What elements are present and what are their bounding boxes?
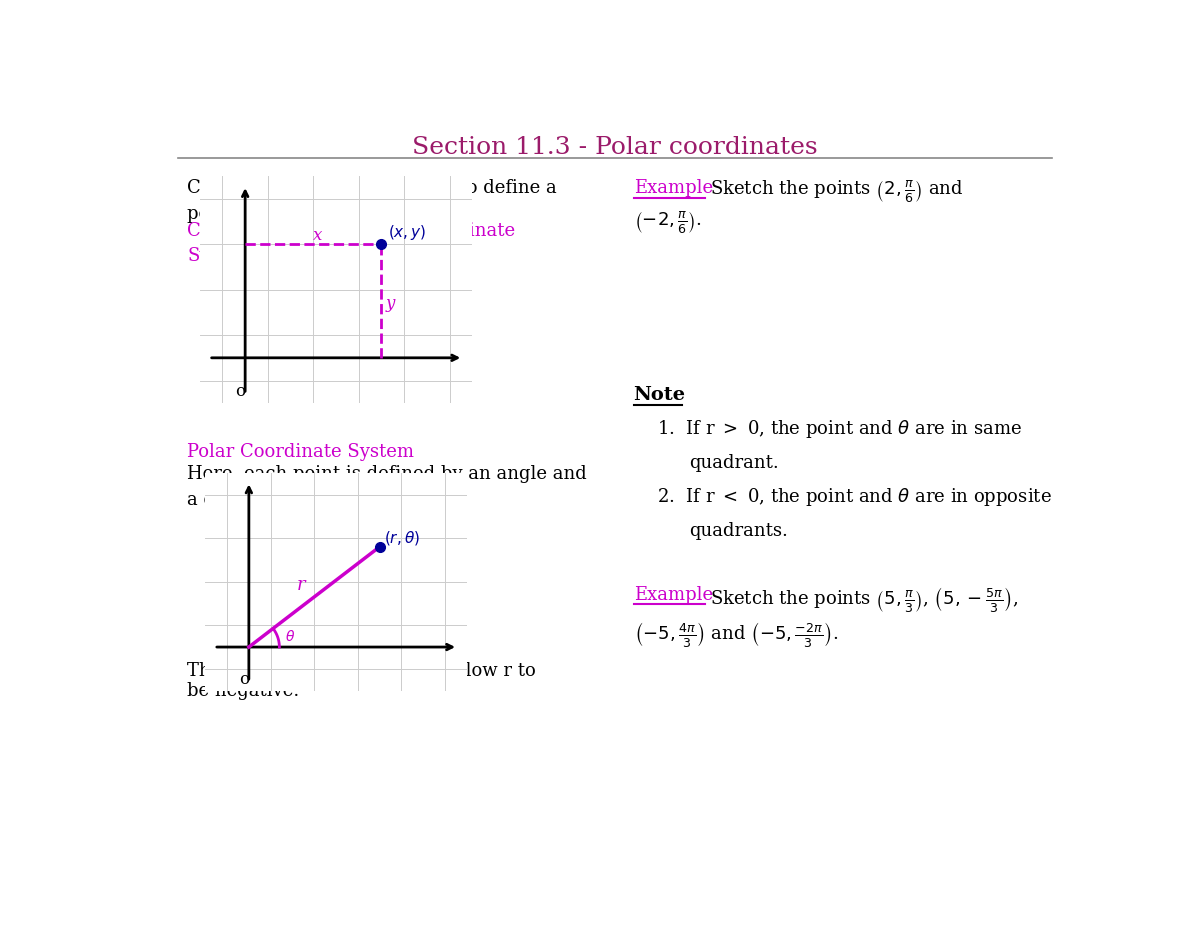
Text: Coordinate systems are ways to define a
point in a vector space.: Coordinate systems are ways to define a … <box>187 179 557 223</box>
Text: $(x,y)$: $(x,y)$ <box>389 223 427 243</box>
Text: r: r <box>296 577 306 594</box>
Text: Note: Note <box>634 386 685 404</box>
Text: quadrant.: quadrant. <box>690 454 779 472</box>
Text: Section 11.3 - Polar coordinates: Section 11.3 - Polar coordinates <box>412 136 818 159</box>
Text: 2.  If r $<$ 0, the point and $\theta$ are in opposite: 2. If r $<$ 0, the point and $\theta$ ar… <box>656 486 1051 508</box>
Text: y: y <box>386 295 395 311</box>
Text: $\left(-5, \frac{4\pi}{3}\right)$ and $\left(-5, \frac{-2\pi}{3}\right)$.: $\left(-5, \frac{4\pi}{3}\right)$ and $\… <box>634 620 838 649</box>
Text: Cartesian (Rectangular) Coordinate
System: Cartesian (Rectangular) Coordinate Syste… <box>187 222 515 265</box>
Text: $(r,\theta)$: $(r,\theta)$ <box>384 529 420 547</box>
Text: pole: pole <box>371 662 409 680</box>
Text: be negative.: be negative. <box>187 682 300 700</box>
Text: Sketch the points $\left(2, \frac{\pi}{6}\right)$ and: Sketch the points $\left(2, \frac{\pi}{6… <box>710 179 964 205</box>
Text: $\theta$: $\theta$ <box>284 629 295 643</box>
Text: Sketch the points $\left(5, \frac{\pi}{3}\right)$, $\left(5, -\frac{5\pi}{3}\rig: Sketch the points $\left(5, \frac{\pi}{3… <box>710 586 1018 615</box>
Text: quadrants.: quadrants. <box>690 522 788 540</box>
Text: x: x <box>313 227 323 244</box>
Text: $\left(-2, \frac{\pi}{6}\right)$.: $\left(-2, \frac{\pi}{6}\right)$. <box>634 210 702 235</box>
Text: Polar Coordinate System: Polar Coordinate System <box>187 443 414 461</box>
Text: Example: Example <box>634 586 713 603</box>
Text: Here, each point is defined by an angle and
a distance:: Here, each point is defined by an angle … <box>187 464 587 509</box>
Text: 1.  If r $>$ 0, the point and $\theta$ are in same: 1. If r $>$ 0, the point and $\theta$ ar… <box>656 418 1021 440</box>
Text: . We allow r to: . We allow r to <box>404 662 535 680</box>
Text: o: o <box>235 384 246 400</box>
Text: o: o <box>240 671 250 688</box>
Text: The origin is called the: The origin is called the <box>187 662 404 680</box>
Text: Example: Example <box>634 179 713 197</box>
